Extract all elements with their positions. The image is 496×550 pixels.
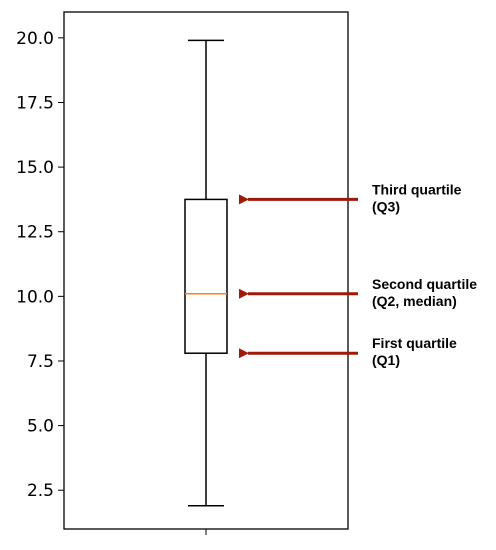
y-axis: 2.5 5.0 7.5 10.0 12.5 15.0 17.5 20.0	[16, 29, 64, 501]
y-tick-label: 2.5	[27, 481, 54, 501]
y-tick-label: 15.0	[16, 158, 54, 178]
y-tick-label: 5.0	[27, 417, 54, 437]
annotation-label: (Q1)	[372, 352, 400, 368]
box-plot	[184, 39, 228, 507]
annotation-label: (Q3)	[372, 198, 400, 214]
annotation-label: (Q2, median)	[372, 293, 457, 309]
y-tick-label: 17.5	[16, 93, 54, 113]
annotation-label: First quartile	[372, 335, 457, 351]
y-tick-label: 10.0	[16, 287, 54, 307]
quartile-box	[184, 198, 228, 354]
y-tick-label: 12.5	[16, 223, 54, 243]
annotation-label: Second quartile	[372, 276, 477, 292]
annotation-label: Third quartile	[372, 181, 462, 197]
y-tick-label: 20.0	[16, 29, 54, 49]
y-tick-label: 7.5	[27, 352, 54, 372]
annotations: Third quartile(Q3) Second quartile(Q2, me…	[239, 181, 477, 368]
